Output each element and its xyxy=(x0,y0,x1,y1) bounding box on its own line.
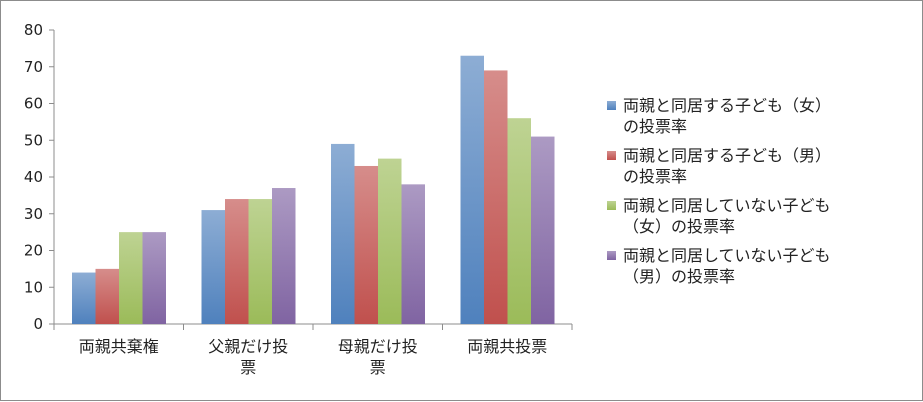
legend-label-series-3: 両親と同居していない子ども （女）の投票率 xyxy=(623,196,831,236)
y-tick-label: 0 xyxy=(33,315,43,333)
chart-legend: 両親と同居する子ども（女） の投票率 両親と同居する子ども（男） の投票率 両親… xyxy=(607,95,912,295)
y-tick-label: 80 xyxy=(24,21,43,39)
bar-series-1-cat-4 xyxy=(460,55,484,324)
bar-series-1-cat-3 xyxy=(331,143,355,324)
legend-swatch-series-4 xyxy=(607,251,616,260)
x-category-label-line: 父親だけ投 xyxy=(208,337,288,356)
chart-bars xyxy=(72,55,555,324)
legend-swatch-series-3 xyxy=(607,201,616,210)
y-tick-label: 30 xyxy=(24,205,43,223)
bar-series-3-cat-1 xyxy=(119,232,143,324)
bar-series-4-cat-1 xyxy=(142,232,166,324)
y-tick-label: 50 xyxy=(24,131,43,149)
bar-series-2-cat-2 xyxy=(225,199,249,324)
legend-swatch-series-1 xyxy=(607,101,616,110)
y-tick-label: 60 xyxy=(24,95,43,113)
x-category-label: 両親共棄権 xyxy=(79,337,159,356)
x-category-label-line: 両親共投票 xyxy=(467,337,547,356)
bar-series-1-cat-1 xyxy=(72,272,96,324)
bar-series-3-cat-4 xyxy=(507,118,531,324)
x-category-label-line: 票 xyxy=(240,358,256,377)
y-tick-label: 70 xyxy=(24,58,43,76)
bar-series-4-cat-3 xyxy=(401,184,425,324)
x-category-label: 両親共投票 xyxy=(467,337,547,356)
legend-label-series-1: 両親と同居する子ども（女） の投票率 xyxy=(623,96,832,136)
legend-item-series-3: 両親と同居していない子ども （女）の投票率 xyxy=(607,195,912,237)
x-category-label-line: 両親共棄権 xyxy=(79,337,159,356)
legend-item-series-1: 両親と同居する子ども（女） の投票率 xyxy=(607,95,912,137)
y-tick-label: 40 xyxy=(24,168,43,186)
legend-item-series-4: 両親と同居していない子ども （男）の投票率 xyxy=(607,245,912,287)
y-tick-label: 10 xyxy=(24,278,43,296)
bar-series-2-cat-3 xyxy=(354,165,378,324)
bar-series-2-cat-4 xyxy=(484,70,508,324)
legend-item-series-2: 両親と同居する子ども（男） の投票率 xyxy=(607,145,912,187)
x-category-label-line: 母親だけ投 xyxy=(338,337,418,356)
bar-series-4-cat-2 xyxy=(272,188,296,324)
y-tick-label: 20 xyxy=(24,242,43,260)
x-category-label-line: 票 xyxy=(370,358,386,377)
legend-swatch-series-2 xyxy=(607,151,616,160)
bar-series-3-cat-3 xyxy=(378,158,402,324)
bar-series-2-cat-1 xyxy=(95,268,119,324)
bar-series-4-cat-4 xyxy=(531,136,555,324)
x-category-label: 母親だけ投票 xyxy=(338,337,418,377)
x-category-label: 父親だけ投票 xyxy=(208,337,288,377)
legend-label-series-4: 両親と同居していない子ども （男）の投票率 xyxy=(623,246,831,286)
chart-axes: 0 10 20 30 40 50 60 70 80 xyxy=(24,21,573,333)
legend-label-series-2: 両親と同居する子ども（男） の投票率 xyxy=(623,146,832,186)
bar-series-1-cat-2 xyxy=(201,210,225,324)
bar-series-3-cat-2 xyxy=(248,199,272,324)
